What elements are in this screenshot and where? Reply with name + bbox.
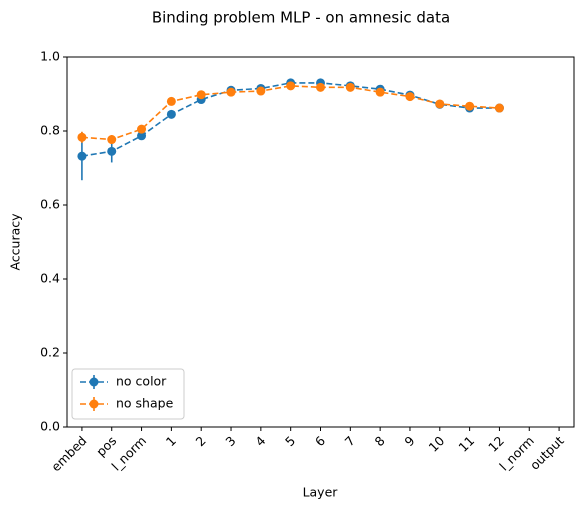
marker [256, 86, 266, 96]
x-tick-label: 9 [401, 433, 417, 449]
marker [435, 99, 445, 109]
legend-label: no color [116, 374, 167, 389]
marker [107, 135, 117, 145]
legend-label: no shape [116, 396, 174, 411]
marker [137, 124, 147, 134]
marker [494, 103, 504, 113]
marker [137, 131, 147, 141]
x-tick-label: 7 [342, 433, 358, 449]
y-tick-label: 0.2 [40, 345, 60, 360]
legend-marker [89, 399, 99, 409]
marker [226, 87, 236, 97]
marker [166, 109, 176, 119]
y-tick-label: 0.8 [40, 123, 60, 138]
x-tick-label: 4 [252, 433, 268, 449]
chart-title: Binding problem MLP - on amnesic data [152, 9, 450, 27]
x-tick-label: 5 [282, 433, 298, 449]
x-tick-label: output [527, 433, 567, 473]
marker [77, 151, 87, 161]
x-tick-label: embed [48, 433, 89, 474]
series-line [81, 82, 500, 157]
marker [375, 87, 385, 97]
marker [107, 146, 117, 156]
x-tick-label: 11 [455, 433, 477, 455]
plot-frame [66, 56, 575, 428]
y-tick-label: 0.4 [40, 271, 60, 286]
marker [465, 101, 475, 111]
marker [345, 82, 355, 92]
x-axis-label: Layer [303, 485, 339, 500]
x-tick-label: 3 [222, 433, 238, 449]
marker [316, 82, 325, 92]
x-tick-label: 12 [485, 433, 507, 455]
y-tick-label: 0.6 [40, 197, 60, 212]
y-tick-label: 0.0 [40, 419, 60, 434]
x-tick-label: 10 [426, 433, 448, 455]
marker [166, 96, 176, 106]
x-tick-label: 1 [163, 433, 179, 449]
marker [405, 92, 415, 102]
y-axis-label: Accuracy [8, 213, 23, 271]
legend-marker [89, 377, 99, 387]
y-tick-label: 1.0 [40, 49, 60, 64]
series-line [81, 85, 500, 141]
marker [77, 132, 87, 142]
x-tick-label: 8 [372, 433, 388, 449]
marker [196, 90, 206, 100]
marker [286, 81, 296, 91]
x-tick-label: 6 [312, 433, 328, 449]
x-tick-label: 2 [193, 433, 209, 449]
